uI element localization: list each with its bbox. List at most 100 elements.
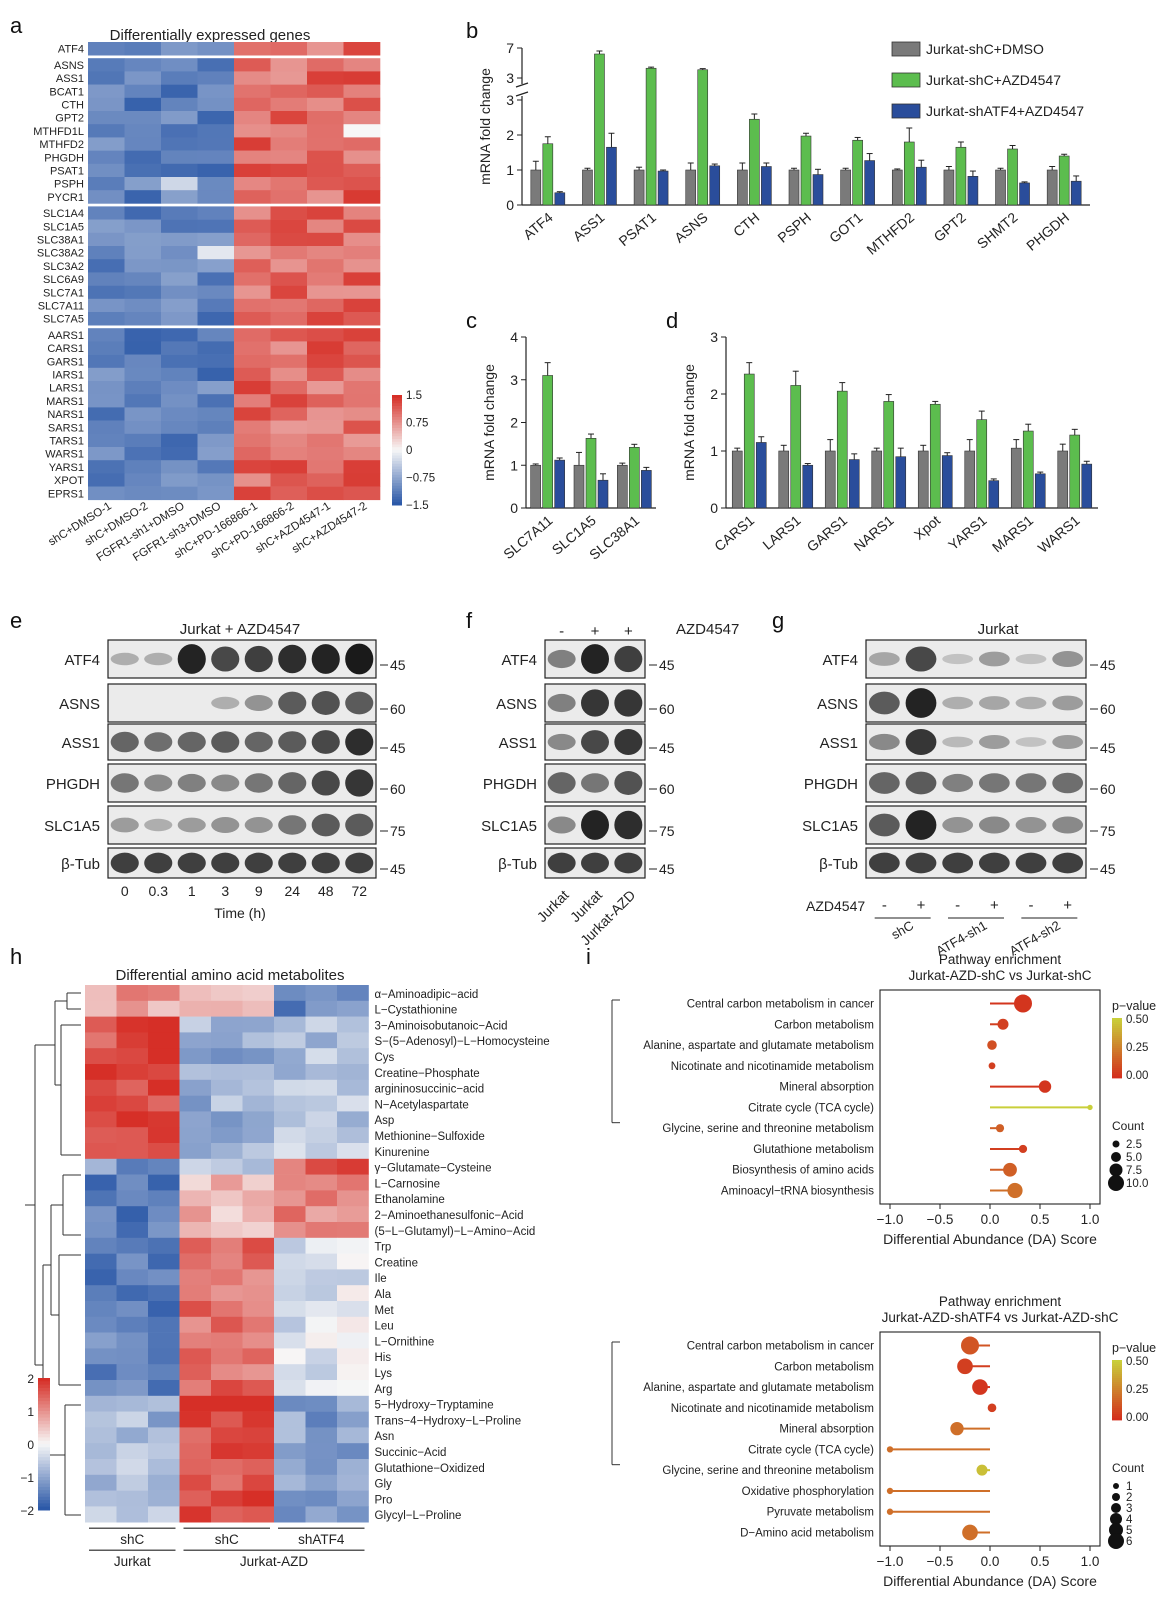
blot-band [345, 691, 374, 715]
heatmap-a-cell [343, 433, 381, 448]
heatmap-h-cell [116, 1395, 149, 1412]
barchart-c: mRNA fold change01234SLC7A11SLC1A5SLC38A… [481, 329, 656, 563]
bar [1046, 169, 1058, 206]
heatmap-h-cell [274, 1411, 306, 1428]
heatmap-a-cell [307, 272, 344, 286]
y-axis-label: mRNA fold change [681, 364, 697, 481]
pathway-i-bottom-dot [962, 1524, 978, 1541]
heatmap-a-cell [161, 354, 198, 369]
heatmap-h-cell [85, 1411, 117, 1428]
heatmap-a-row-label: SLC38A1 [37, 235, 84, 247]
blot-band [905, 852, 937, 874]
pathway-i-bottom-pathway-label: Glycine, serine and threonine metabolism [662, 1465, 874, 1477]
pathway-i-top-legend-p-step [1112, 1018, 1122, 1021]
heatmap-h-cell [116, 1079, 149, 1096]
bar [976, 419, 988, 509]
heatmap-h-cell [116, 1316, 149, 1333]
bar [530, 169, 542, 206]
heatmap-a-legend-step [392, 444, 402, 448]
heatmap-h-cell [305, 1000, 338, 1017]
blot-band [177, 817, 206, 833]
heatmap-a-cell [124, 328, 162, 342]
blot-band [581, 773, 609, 793]
pathway-i-top-dot [987, 1040, 997, 1050]
heatmap-h-cell [85, 1237, 117, 1254]
pathway-i-bottom-legend-count-label: 4 [1126, 1514, 1133, 1526]
blot-e-timepoint: 1 [188, 883, 196, 899]
heatmap-a-cell [88, 206, 125, 220]
blot-band [581, 689, 609, 717]
bar [1019, 182, 1030, 206]
heatmap-h-cell [305, 1427, 338, 1444]
panel-label-e: e [10, 608, 22, 633]
blot-band [177, 731, 206, 753]
heatmap-h-cell [179, 1127, 212, 1144]
heatmap-h-legend-step [38, 1480, 50, 1485]
heatmap-a-cell [88, 42, 125, 56]
heatmap-a-legend-step [392, 411, 402, 415]
pathway-i-top-subtitle: Jurkat-AZD-shC vs Jurkat-shC [908, 968, 1091, 983]
heatmap-a-cell [124, 298, 162, 313]
pathway-i-bottom-legend-p-step [1112, 1368, 1122, 1371]
pathway-i-top-legend-p-step [1112, 1042, 1122, 1045]
blot-row-label: β-Tub [819, 856, 858, 873]
x-tick-label: LARS1 [759, 512, 803, 553]
heatmap-h-cell [85, 1190, 117, 1207]
x-tick-label: GOT1 [826, 209, 866, 246]
heatmap-h-legend-step [38, 1470, 50, 1475]
blot-band [1052, 651, 1084, 667]
heatmap-h-cell [337, 1190, 369, 1207]
heatmap-h-cell [179, 1380, 212, 1397]
pathway-i-bottom-legend-p-step [1112, 1366, 1122, 1369]
blot-row-label: ASNS [59, 696, 100, 713]
heatmap-a-cell [197, 71, 235, 85]
heatmap-a-legend-step [392, 466, 402, 470]
heatmap-a-cell [234, 97, 271, 112]
heatmap-a-cell [343, 447, 381, 461]
axis-break-mark [515, 82, 529, 88]
heatmap-a-row-label: MTHFD1L [33, 126, 84, 138]
heatmap-h-cell [85, 1506, 117, 1523]
heatmap-h-cell [148, 1111, 180, 1128]
heatmap-a-cell [124, 420, 162, 435]
blot-band [905, 688, 937, 718]
heatmap-h-cell [337, 1427, 369, 1444]
heatmap-a-cell [343, 232, 381, 247]
heatmap-h-cell [179, 1506, 212, 1523]
heatmap-h-cell [305, 1380, 338, 1397]
blot-band [278, 691, 307, 715]
heatmap-h-cell [116, 1158, 149, 1175]
y-tick-label: 3 [510, 372, 518, 388]
heatmap-a-cell [234, 259, 271, 273]
bar [1070, 180, 1082, 206]
heatmap-a-cell [234, 84, 271, 99]
heatmap-h-cell [179, 1427, 212, 1444]
legend-swatch-dmso [891, 41, 921, 57]
pathway-i-top-legend-count-label: 5.0 [1126, 1152, 1142, 1164]
marker-label: 45 [659, 861, 675, 877]
heatmap-h-cell [85, 1490, 117, 1507]
blot-band [211, 774, 240, 792]
heatmap-a-cell [307, 42, 344, 56]
heatmap-h-cell [85, 1064, 117, 1081]
pathway-i-bottom-legend-count-dot [1112, 1493, 1120, 1501]
blot-band [978, 816, 1010, 834]
heatmap-h-cell [179, 1490, 212, 1507]
heatmap-h-cell [179, 1395, 212, 1412]
heatmap-a-cell [343, 71, 381, 85]
pathway-i-top-legend-count-label: 7.5 [1126, 1165, 1142, 1177]
heatmap-h-cell [274, 1316, 306, 1333]
heatmap-a-cell [197, 367, 235, 382]
blot-band [905, 729, 937, 755]
pathway-i-bottom-legend-p-step [1112, 1408, 1122, 1411]
heatmap-a-cell [270, 486, 308, 501]
heatmap-h-cell [274, 1032, 306, 1049]
heatmap-h-legend-step [38, 1447, 50, 1452]
pathway-i-bottom-legend-p-step [1112, 1398, 1122, 1401]
pathway-i-top-pathway-label: Glycine, serine and threonine metabolism [662, 1123, 874, 1135]
heatmap-h-cell [179, 1443, 212, 1460]
blot-band [311, 852, 340, 874]
y-axis-label: mRNA fold change [477, 68, 493, 185]
heatmap-a-cell [343, 328, 381, 342]
pathway-i-bottom-legend-p-step [1112, 1384, 1122, 1387]
